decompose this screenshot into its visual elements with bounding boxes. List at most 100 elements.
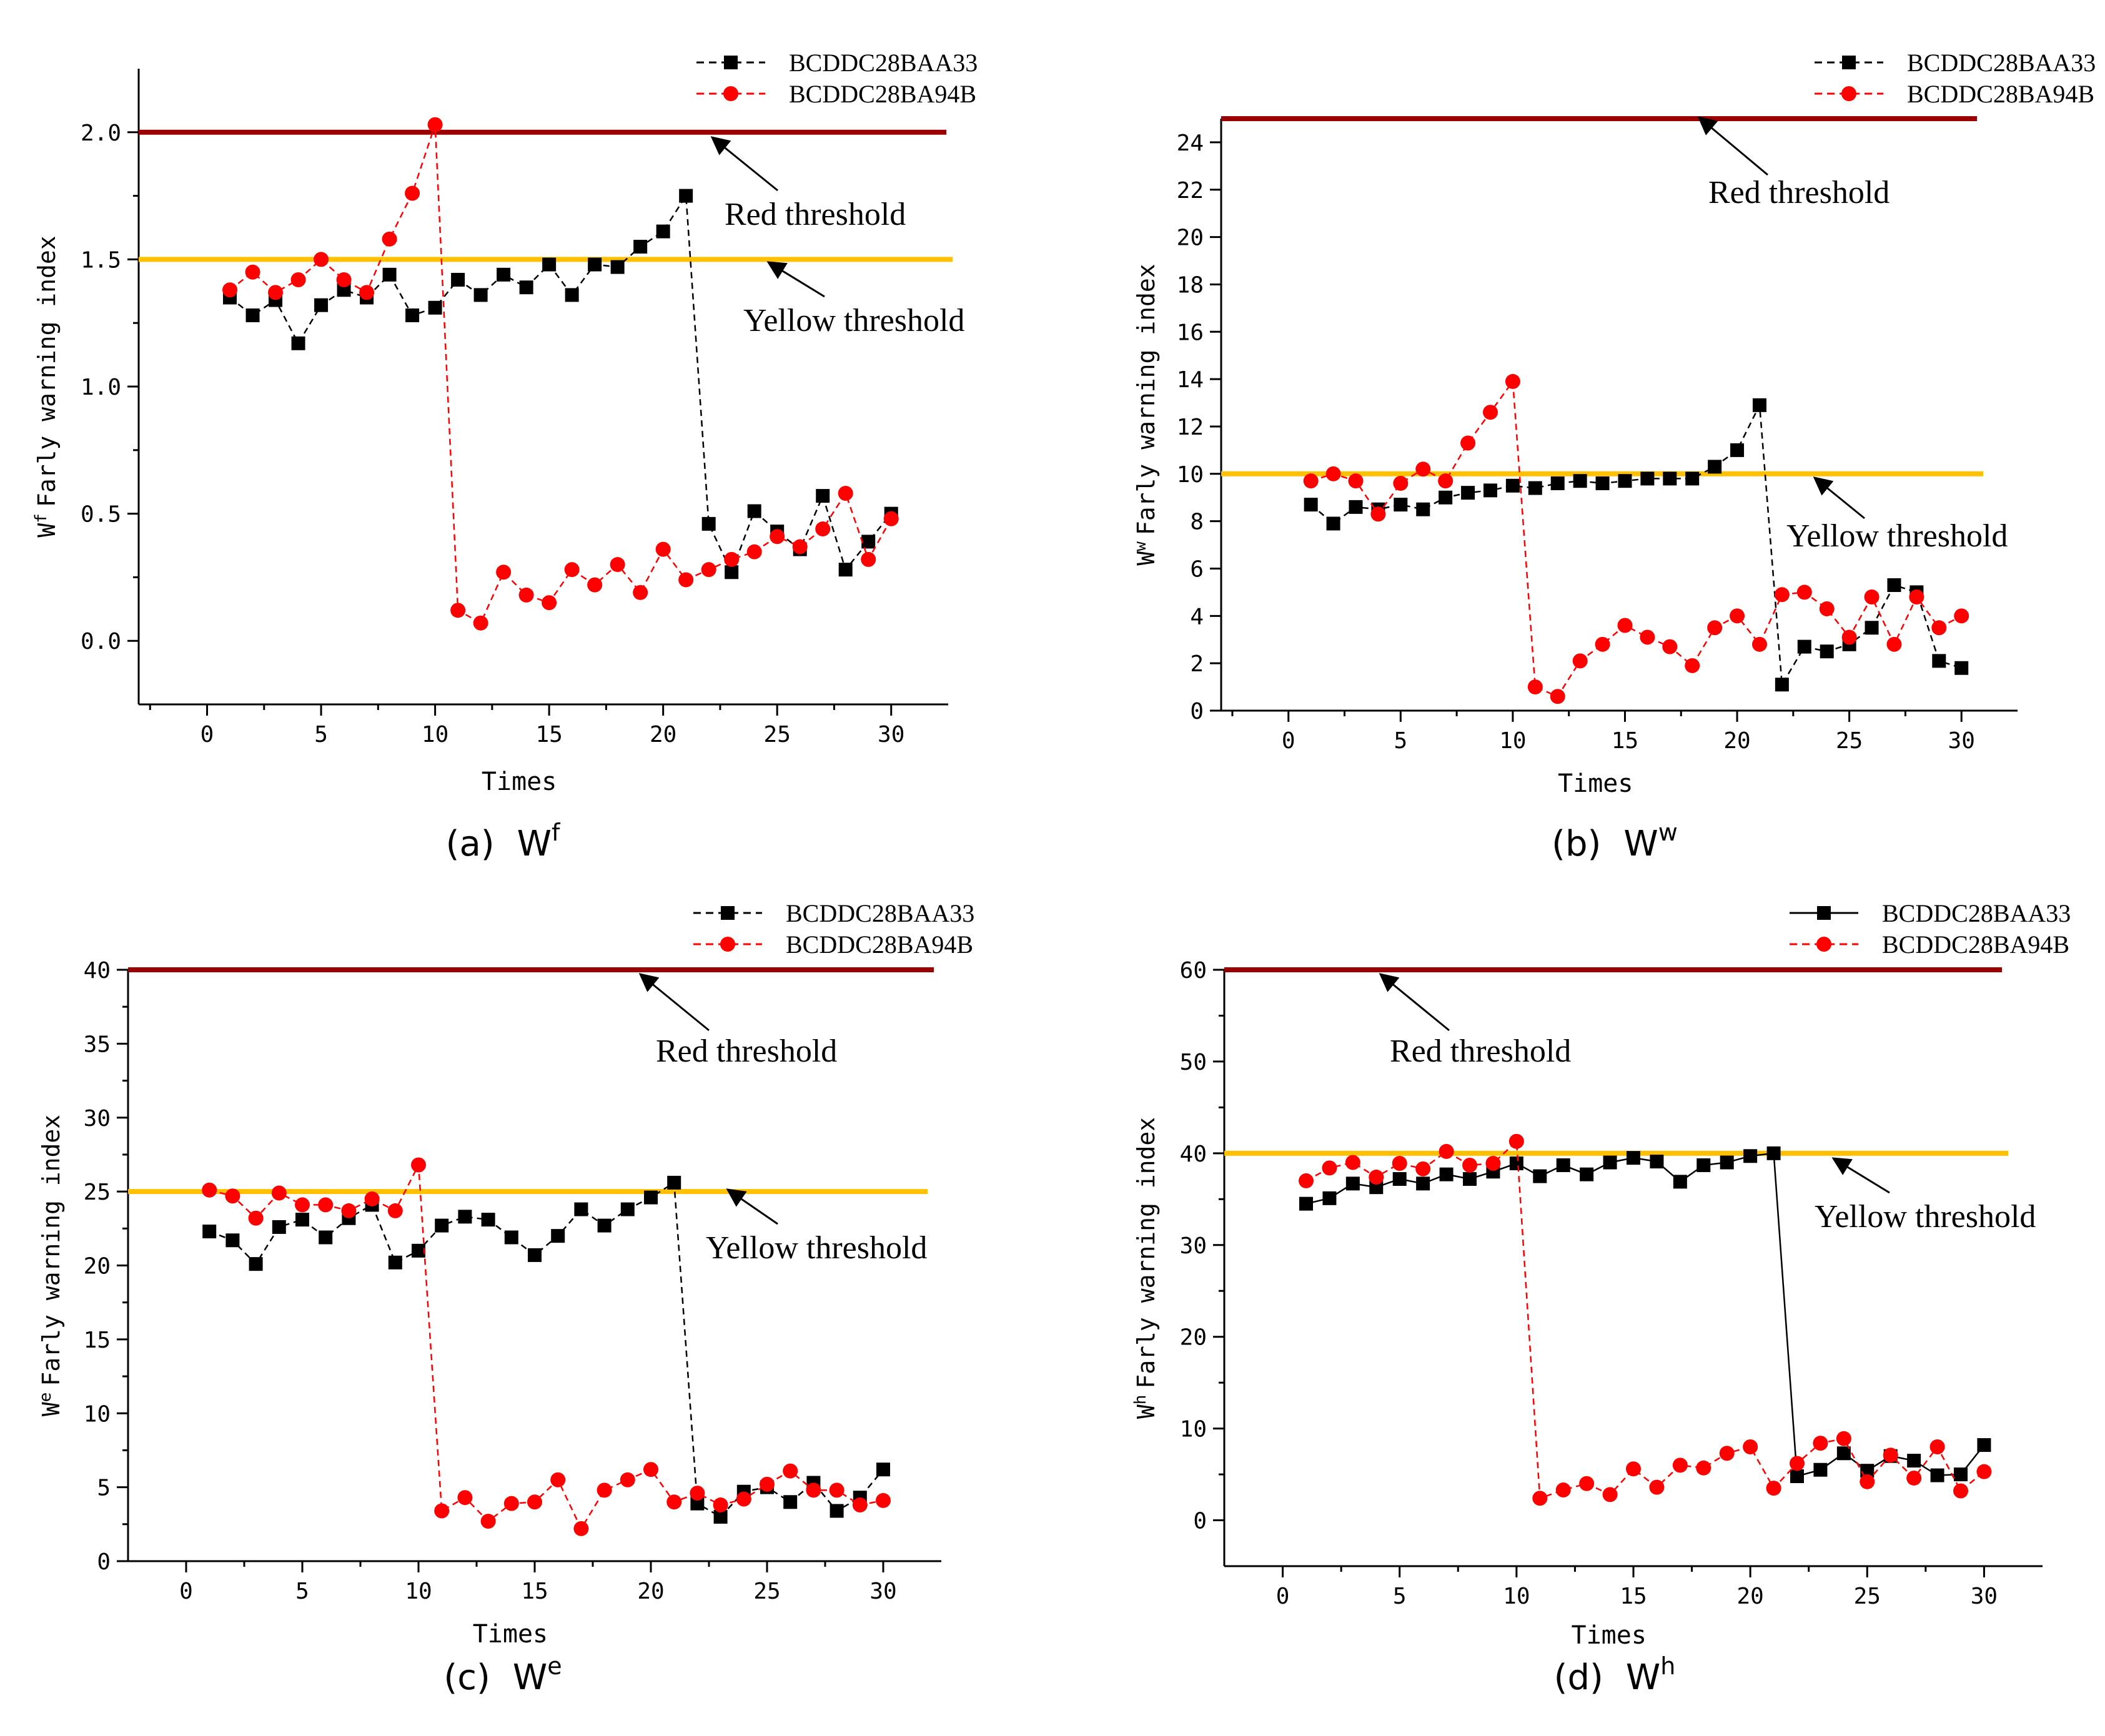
y-axis-symbol: W xyxy=(37,1402,65,1416)
data-point-BCDDC28BAA33 xyxy=(337,283,351,297)
x-tick-label: 15 xyxy=(535,722,562,747)
y-axis-label: Wh Farly warning index xyxy=(1131,1117,1160,1419)
caption-superscript: e xyxy=(547,1652,562,1680)
data-point-BCDDC28BA94B xyxy=(1482,405,1498,420)
yellow-threshold-label: Yellow threshold xyxy=(1786,518,2008,554)
data-point-BCDDC28BA94B xyxy=(792,539,808,555)
data-point-BCDDC28BAA33 xyxy=(1627,1151,1640,1165)
legend: BCDDC28BAA33 BCDDC28BA94B xyxy=(1790,899,2071,959)
data-point-BCDDC28BAA33 xyxy=(1685,471,1700,486)
data-point-BCDDC28BA94B xyxy=(1626,1461,1641,1477)
caption-superscript: h xyxy=(1660,1652,1675,1680)
y-tick-label: 1.5 xyxy=(81,247,121,273)
data-point-BCDDC28BAA33 xyxy=(574,1202,588,1216)
x-tick-label: 10 xyxy=(405,1579,432,1604)
data-point-BCDDC28BAA33 xyxy=(528,1248,542,1262)
data-point-BCDDC28BA94B xyxy=(496,565,512,580)
legend-label-BCDDC28BA94B: BCDDC28BA94B xyxy=(789,80,976,108)
data-point-BCDDC28BA94B xyxy=(1819,601,1835,616)
data-point-BCDDC28BA94B xyxy=(1572,653,1588,669)
y-tick-label: 16 xyxy=(1177,320,1204,345)
y-tick-label: 14 xyxy=(1177,367,1204,393)
chart-panel-a: 0.0 0.5 1.0 1.5 2.0 0 5 10 15 20 25 30 Times Wf Farly … xyxy=(32,49,978,864)
data-point-BCDDC28BA94B xyxy=(1322,1160,1337,1176)
y-tick-label: 8 xyxy=(1190,510,1204,535)
data-point-BCDDC28BA94B xyxy=(225,1188,240,1204)
legend-label-BCDDC28BAA33: BCDDC28BAA33 xyxy=(786,899,974,927)
data-point-BCDDC28BA94B xyxy=(1439,1143,1454,1159)
data-point-BCDDC28BA94B xyxy=(336,272,352,287)
caption-symbol: W xyxy=(513,1657,547,1698)
data-point-BCDDC28BA94B xyxy=(815,521,831,537)
x-tick-label: 30 xyxy=(878,722,904,747)
x-axis-label: Times xyxy=(1571,1621,1646,1650)
data-point-BCDDC28BA94B xyxy=(573,1521,589,1536)
data-point-BCDDC28BAA33 xyxy=(1509,1157,1523,1171)
data-point-BCDDC28BAA33 xyxy=(1439,1167,1454,1181)
y-axis-superscript: h xyxy=(1131,1395,1150,1405)
y-tick-label: 0.0 xyxy=(81,629,121,654)
data-point-BCDDC28BA94B xyxy=(564,562,580,578)
panel-caption: (c) We xyxy=(443,1652,562,1698)
data-point-BCDDC28BAA33 xyxy=(435,1218,449,1233)
x-tick-label: 25 xyxy=(753,1579,780,1604)
y-axis-superscript: f xyxy=(32,513,51,523)
data-point-BCDDC28BA94B xyxy=(1719,1446,1735,1461)
data-point-BCDDC28BAA33 xyxy=(202,1225,217,1239)
x-tick-label: 15 xyxy=(1612,728,1638,754)
data-point-BCDDC28BA94B xyxy=(610,557,625,573)
red-threshold-arrow xyxy=(1697,116,1768,176)
data-point-BCDDC28BA94B xyxy=(690,1486,705,1501)
data-point-BCDDC28BA94B xyxy=(587,577,603,593)
data-point-BCDDC28BA94B xyxy=(701,562,716,578)
data-point-BCDDC28BAA33 xyxy=(1730,443,1745,457)
data-point-BCDDC28BA94B xyxy=(1864,589,1880,604)
data-point-BCDDC28BAA33 xyxy=(1865,621,1879,635)
data-point-BCDDC28BA94B xyxy=(1790,1456,1805,1471)
data-point-BCDDC28BAA33 xyxy=(667,1175,681,1190)
data-point-BCDDC28BAA33 xyxy=(245,308,260,322)
x-tick-label: 20 xyxy=(637,1579,664,1604)
data-point-BCDDC28BAA33 xyxy=(295,1213,309,1227)
x-tick-label: 0 xyxy=(1276,1584,1290,1609)
data-point-BCDDC28BAA33 xyxy=(1345,1176,1360,1191)
y-tick-label: 40 xyxy=(84,958,111,984)
yellow-threshold-arrow xyxy=(1831,1157,1890,1194)
data-point-BCDDC28BAA33 xyxy=(1416,1176,1430,1191)
data-point-BCDDC28BAA33 xyxy=(1349,500,1363,514)
data-point-BCDDC28BAA33 xyxy=(861,535,876,549)
x-tick-label: 20 xyxy=(650,722,676,747)
data-point-BCDDC28BAA33 xyxy=(1556,1158,1570,1172)
data-point-BCDDC28BAA33 xyxy=(1708,460,1722,474)
caption-prefix: (d) xyxy=(1554,1657,1603,1698)
x-tick-label: 30 xyxy=(1948,728,1975,754)
caption-prefix: (c) xyxy=(443,1657,490,1698)
data-point-BCDDC28BAA33 xyxy=(725,565,739,579)
data-point-BCDDC28BA94B xyxy=(713,1497,728,1513)
data-point-BCDDC28BA94B xyxy=(202,1182,217,1198)
data-point-BCDDC28BA94B xyxy=(248,1210,264,1226)
data-point-BCDDC28BA94B xyxy=(1976,1464,1992,1479)
y-tick-label: 0.5 xyxy=(81,502,121,528)
y-tick-label: 35 xyxy=(84,1032,111,1057)
data-point-BCDDC28BAA33 xyxy=(1463,1171,1477,1186)
data-point-BCDDC28BA94B xyxy=(1766,1481,1781,1496)
data-point-BCDDC28BA94B xyxy=(473,615,488,631)
data-point-BCDDC28BAA33 xyxy=(1603,1155,1617,1170)
data-point-BCDDC28BA94B xyxy=(838,486,853,501)
data-point-BCDDC28BA94B xyxy=(1707,620,1723,636)
data-point-BCDDC28BAA33 xyxy=(1696,1158,1711,1172)
data-point-BCDDC28BAA33 xyxy=(1573,474,1587,488)
legend: BCDDC28BAA33 BCDDC28BA94B xyxy=(693,899,974,959)
caption-prefix: (b) xyxy=(1552,824,1601,864)
red-threshold-label: Red threshold xyxy=(725,197,906,232)
x-tick-label: 5 xyxy=(1393,1584,1407,1609)
data-point-BCDDC28BAA33 xyxy=(382,267,397,282)
data-point-BCDDC28BA94B xyxy=(1730,608,1745,624)
data-point-BCDDC28BA94B xyxy=(1883,1447,1898,1463)
y-tick-label: 6 xyxy=(1190,556,1204,582)
data-point-BCDDC28BAA33 xyxy=(679,189,693,203)
data-point-BCDDC28BA94B xyxy=(1929,1439,1945,1454)
data-point-BCDDC28BAA33 xyxy=(701,516,716,531)
yellow-threshold-label: Yellow threshold xyxy=(743,303,964,338)
